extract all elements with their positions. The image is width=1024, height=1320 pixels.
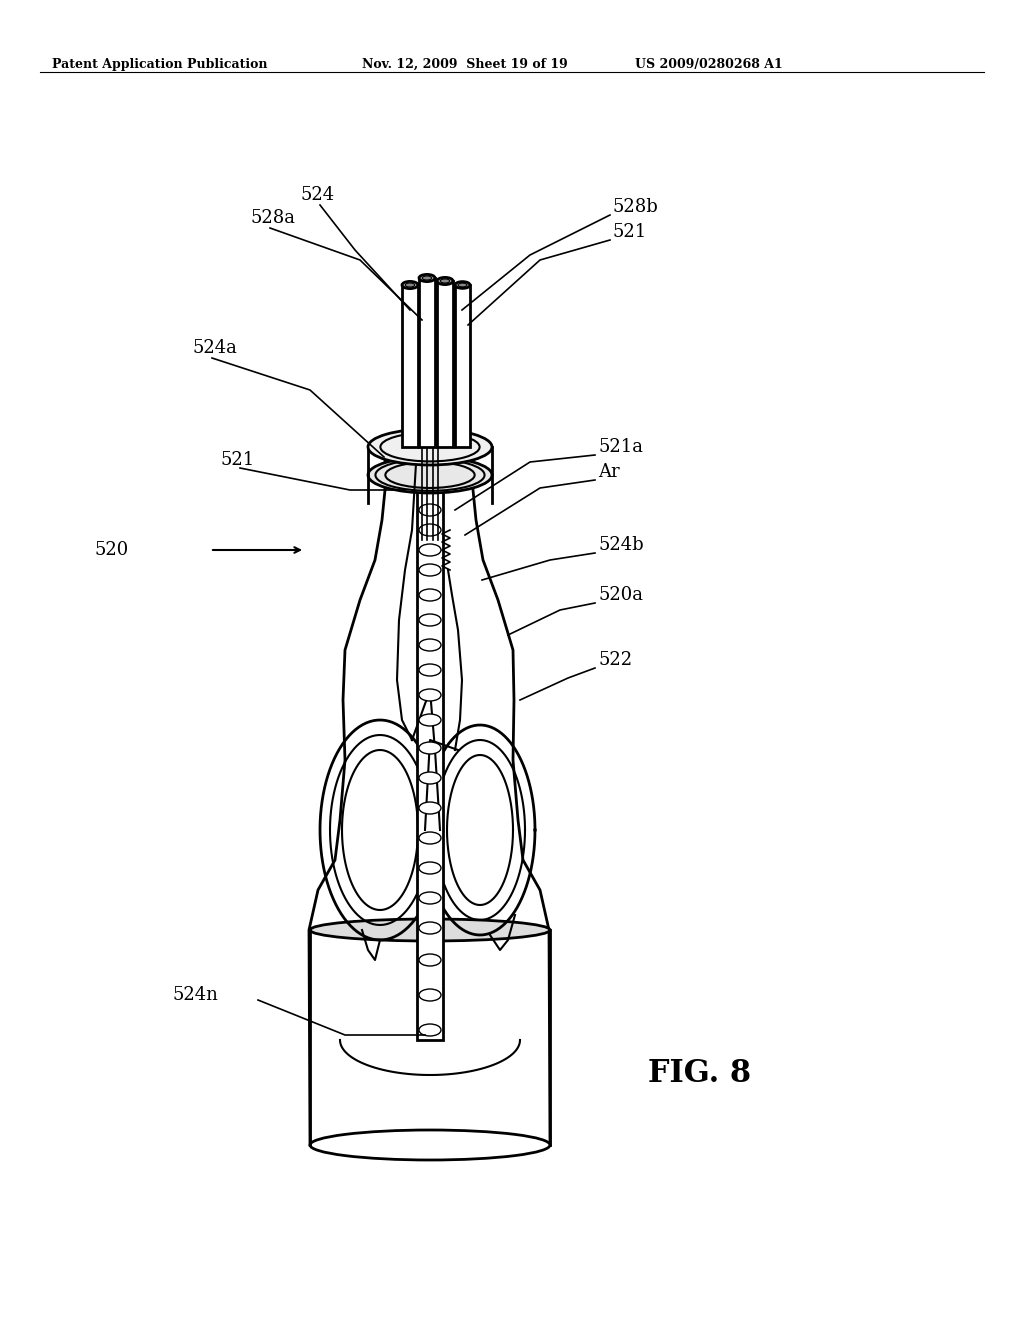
Ellipse shape (419, 275, 435, 281)
Text: 524n: 524n (173, 986, 219, 1005)
Ellipse shape (419, 954, 441, 966)
Bar (402, 285, 418, 447)
Ellipse shape (406, 282, 415, 286)
Polygon shape (309, 450, 550, 1144)
Ellipse shape (440, 279, 450, 282)
Bar (437, 281, 453, 447)
Ellipse shape (368, 429, 492, 465)
Text: US 2009/0280268 A1: US 2009/0280268 A1 (635, 58, 782, 71)
Ellipse shape (422, 276, 432, 280)
Ellipse shape (455, 281, 470, 288)
Text: Ar: Ar (598, 463, 620, 480)
Text: 528a: 528a (250, 209, 295, 227)
Ellipse shape (419, 639, 441, 651)
Ellipse shape (419, 921, 441, 935)
Ellipse shape (419, 862, 441, 874)
Ellipse shape (368, 457, 492, 492)
Ellipse shape (419, 589, 441, 601)
Ellipse shape (437, 277, 453, 285)
Ellipse shape (419, 742, 441, 754)
Ellipse shape (419, 714, 441, 726)
Ellipse shape (419, 1024, 441, 1036)
Bar (417, 447, 443, 1040)
Text: 524b: 524b (598, 536, 644, 554)
Ellipse shape (419, 772, 441, 784)
Text: FIG. 8: FIG. 8 (648, 1059, 752, 1089)
Text: 524a: 524a (193, 339, 238, 356)
Ellipse shape (419, 504, 441, 516)
Bar (419, 279, 435, 447)
Text: 521a: 521a (598, 438, 643, 455)
Ellipse shape (419, 564, 441, 576)
Ellipse shape (419, 544, 441, 556)
Text: 521: 521 (613, 223, 647, 242)
Text: 522: 522 (598, 651, 632, 669)
Ellipse shape (419, 989, 441, 1001)
Ellipse shape (402, 281, 418, 289)
Text: 528b: 528b (613, 198, 658, 216)
Text: 520: 520 (95, 541, 129, 558)
Ellipse shape (310, 919, 550, 941)
Ellipse shape (419, 892, 441, 904)
Ellipse shape (419, 689, 441, 701)
Ellipse shape (419, 664, 441, 676)
Text: 520a: 520a (598, 586, 643, 605)
Ellipse shape (419, 832, 441, 843)
Ellipse shape (419, 803, 441, 814)
Text: Patent Application Publication: Patent Application Publication (52, 58, 267, 71)
Text: Nov. 12, 2009  Sheet 19 of 19: Nov. 12, 2009 Sheet 19 of 19 (362, 58, 567, 71)
Ellipse shape (310, 1130, 550, 1160)
Ellipse shape (458, 282, 467, 286)
Bar (455, 285, 470, 447)
Text: 524: 524 (300, 186, 334, 205)
Ellipse shape (419, 524, 441, 536)
Text: 521: 521 (220, 451, 254, 469)
Ellipse shape (419, 614, 441, 626)
